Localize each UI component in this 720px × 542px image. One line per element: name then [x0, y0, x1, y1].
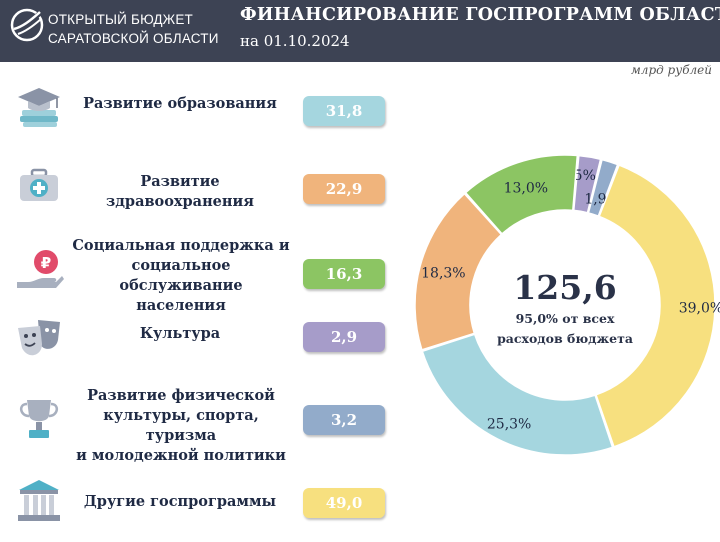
theater-masks-icon — [18, 320, 60, 356]
header-bar: ОТКРЫТЫЙ БЮДЖЕТ САРАТОВСКОЙ ОБЛАСТИ ФИНА… — [0, 0, 720, 62]
donut-slice-1 — [587, 158, 619, 218]
logo-line1: ОТКРЫТЫЙ БЮДЖЕТ — [48, 12, 193, 27]
page-subtitle: на 01.10.2024 — [240, 32, 350, 50]
program-label-sport: Развитие физической культуры, спорта, ту… — [76, 387, 286, 464]
donut-chart: 2,5%1,9%39,0%25,3%18,3%13,0% — [414, 154, 720, 456]
svg-text:₽: ₽ — [41, 254, 51, 272]
graduation-cap-books-icon — [18, 88, 60, 127]
program-label-other: Другие госпрограммы — [83, 493, 277, 510]
chart-center-text: 95,0% от всех расходов бюджета — [497, 311, 633, 346]
donut-slice-2 — [595, 164, 716, 448]
program-label-social: Социальная поддержка и социальное обслуж… — [72, 237, 290, 314]
program-value-other: 49,0 — [303, 488, 385, 518]
donut-slice-label-2: 39,0% — [679, 300, 720, 316]
page-title: ФИНАНСИРОВАНИЕ ГОСПРОГРАММ ОБЛАСТИ — [240, 5, 720, 25]
trophy-cup-icon — [20, 400, 58, 438]
donut-slice-label-5: 13,0% — [504, 180, 548, 196]
program-label-healthcare: Развитие здравоохранения — [106, 173, 254, 210]
program-row-social: ₽ Социальная поддержка и социальное обсл… — [0, 234, 400, 314]
donut-slice-4 — [414, 192, 503, 351]
units-label: млрд рублей — [630, 63, 712, 77]
logo-icon — [10, 8, 44, 42]
donut-slice-3 — [421, 333, 614, 456]
program-value-healthcare: 22,9 — [303, 174, 385, 204]
program-label-culture: Культура — [139, 325, 221, 342]
donut-slice-5 — [464, 154, 579, 235]
government-building-icon — [18, 480, 60, 521]
ruble-hand-icon: ₽ — [17, 250, 64, 288]
donut-slice-0 — [572, 154, 602, 214]
program-row-healthcare: Развитие здравоохранения 22,9 — [0, 160, 400, 210]
program-row-sport: Развитие физической культуры, спорта, ту… — [0, 384, 400, 464]
program-row-other: Другие госпрограммы 49,0 — [0, 478, 400, 528]
logo-text: ОТКРЫТЫЙ БЮДЖЕТ САРАТОВСКОЙ ОБЛАСТИ — [48, 10, 219, 48]
donut-slice-label-3: 25,3% — [487, 417, 531, 433]
program-row-education: Развитие образования 31,8 — [0, 82, 400, 132]
logo-line2: САРАТОВСКОЙ ОБЛАСТИ — [48, 31, 219, 46]
program-label-education: Развитие образования — [83, 95, 277, 112]
chart-center-value: 125,6 — [513, 268, 617, 307]
program-row-culture: Культура 2,9 — [0, 314, 400, 364]
program-value-social: 16,3 — [303, 259, 385, 289]
program-value-education: 31,8 — [303, 96, 385, 126]
medical-kit-icon — [20, 168, 58, 201]
donut-slice-label-4: 18,3% — [421, 265, 465, 281]
program-value-sport: 3,2 — [303, 405, 385, 435]
program-value-culture: 2,9 — [303, 322, 385, 352]
